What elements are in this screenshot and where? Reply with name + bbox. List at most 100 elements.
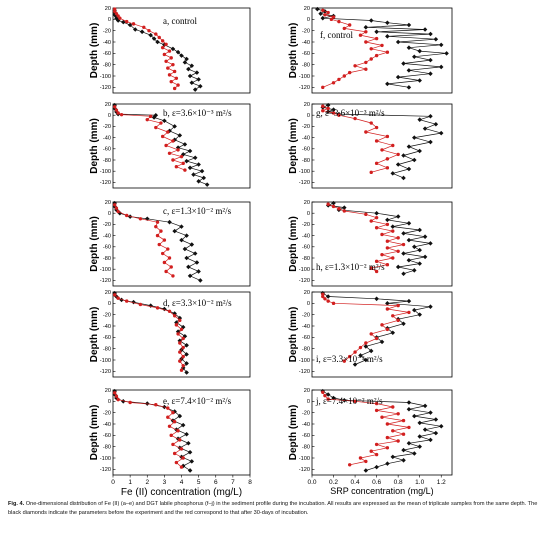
data-point-before: [412, 244, 417, 250]
x-tick-label: 0.2: [329, 479, 338, 486]
data-point-after: [374, 161, 379, 166]
data-point-after: [385, 327, 390, 332]
data-point-after: [347, 23, 352, 27]
x-tick-label: 1.2: [437, 479, 446, 486]
data-point-before: [406, 298, 412, 304]
data-point-before: [406, 85, 412, 90]
data-point-before: [187, 73, 193, 79]
y-tick-label: -100: [100, 456, 111, 462]
y-tick-label: 20: [304, 6, 310, 12]
y-tick-label: -120: [100, 369, 111, 375]
data-point-after: [159, 121, 163, 125]
data-point-before: [385, 461, 390, 466]
data-point-before: [422, 403, 428, 409]
data-point-before: [170, 46, 176, 52]
data-point-before: [325, 102, 331, 108]
data-point-before: [406, 257, 412, 263]
panel-h: -120 -100 -80 -60 -40 -20 0 20 h, ε=1.3×10⁻² m²/…: [288, 200, 453, 287]
y-axis-title: Depth (mm): [89, 307, 100, 363]
data-point-after: [364, 341, 368, 345]
data-point-after: [374, 259, 379, 264]
panel-label: h, ε=1.3×10⁻² m²/s: [316, 262, 385, 272]
data-point-after: [116, 397, 120, 402]
y-tick-label: -100: [299, 358, 310, 364]
data-point-after: [331, 204, 336, 209]
data-point-before: [374, 29, 379, 35]
data-point-before: [187, 450, 193, 455]
data-point-after: [369, 121, 373, 125]
data-point-before: [395, 214, 401, 219]
data-point-after: [380, 43, 384, 48]
panel-label: a, control: [163, 16, 197, 26]
panel-label: f, control: [320, 30, 353, 40]
data-point-after: [181, 336, 185, 341]
x-tick-label: 1.0: [415, 479, 424, 486]
y-tick-label: 0: [108, 399, 111, 405]
y-tick-label: -20: [302, 124, 310, 130]
y-tick-label: -20: [302, 222, 310, 228]
data-point-before: [196, 269, 201, 274]
y-tick-label: -80: [302, 444, 310, 450]
data-point-after: [160, 45, 165, 50]
data-point-before: [412, 54, 417, 59]
data-point-before: [417, 261, 422, 266]
x-axis-title-srp: SRP concentration (mg/L): [330, 486, 433, 496]
y-tick-label: -80: [103, 256, 111, 262]
data-point-after: [166, 130, 170, 134]
panel-label: j, ε=7.4×10⁻² m²/s: [315, 396, 383, 406]
data-point-after: [142, 25, 146, 29]
data-point-after: [385, 446, 390, 450]
data-point-after: [176, 429, 180, 433]
data-point-before: [318, 11, 323, 16]
data-point-before: [186, 264, 191, 270]
data-point-before: [184, 370, 189, 375]
data-point-after: [374, 269, 379, 274]
data-point-after: [179, 154, 184, 159]
data-point-after: [326, 397, 330, 401]
data-point-after: [374, 139, 379, 143]
y-tick-label: -100: [100, 74, 111, 80]
data-point-after: [179, 447, 184, 451]
data-point-after: [179, 327, 184, 332]
data-point-after: [172, 69, 177, 74]
data-point-after: [380, 415, 384, 419]
data-point-after: [331, 301, 336, 306]
y-tick-label: 0: [307, 399, 310, 405]
data-point-after: [167, 49, 172, 53]
data-point-before: [184, 233, 189, 238]
data-point-after: [364, 30, 368, 34]
panel-label: d, ε=3.3×10⁻² m²/s: [163, 298, 232, 308]
data-point-after: [154, 125, 158, 130]
data-point-before: [167, 219, 172, 225]
data-point-before: [363, 344, 369, 349]
y-tick-label: -60: [302, 335, 310, 341]
panel-label: i, ε=3.3×10⁻² m²/s: [316, 354, 383, 364]
data-point-after: [326, 202, 330, 206]
data-point-after: [166, 415, 170, 419]
data-point-before: [433, 430, 439, 436]
data-point-after: [337, 113, 341, 117]
data-point-before: [428, 139, 433, 145]
y-tick-label: 20: [304, 200, 310, 206]
data-point-before: [192, 87, 198, 92]
data-point-before: [368, 18, 374, 23]
data-point-before: [428, 31, 433, 37]
data-point-after: [396, 249, 400, 253]
data-point-before: [406, 144, 412, 149]
data-point-after: [138, 302, 143, 307]
data-point-after: [178, 318, 182, 323]
data-point-before: [139, 29, 145, 35]
data-point-before: [412, 268, 417, 273]
data-point-after: [148, 114, 153, 119]
x-tick-label: 5: [197, 479, 201, 486]
data-point-after: [157, 35, 161, 40]
data-point-before: [196, 77, 201, 82]
data-point-after: [374, 401, 379, 406]
y-tick-label: -60: [302, 245, 310, 251]
data-point-before: [390, 330, 396, 336]
data-point-before: [406, 407, 412, 412]
data-point-after: [155, 233, 160, 238]
data-point-after: [171, 62, 175, 67]
data-point-before: [199, 168, 205, 174]
data-point-before: [184, 343, 189, 348]
